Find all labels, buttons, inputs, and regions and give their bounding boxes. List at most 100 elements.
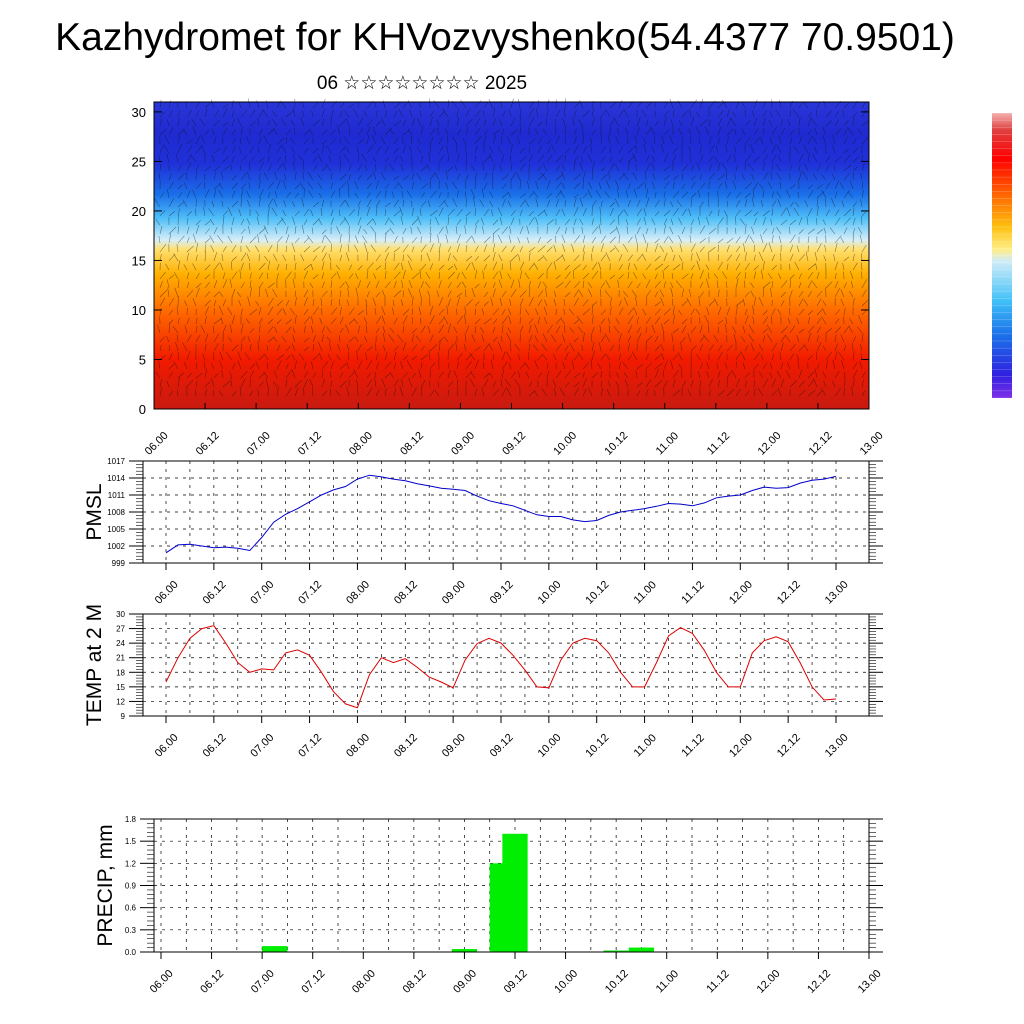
wind-barb [555, 190, 562, 199]
wind-barb [415, 335, 422, 343]
wind-barb [510, 279, 515, 289]
wind-barb [633, 263, 638, 271]
wind-barb [479, 327, 485, 334]
wind-barb [598, 262, 602, 271]
wind-barb [213, 120, 220, 127]
wind-barb [645, 228, 649, 235]
wind-barb [573, 372, 581, 379]
wind-barb [582, 280, 585, 289]
wind-barb [482, 361, 485, 370]
wind-barb [807, 236, 810, 244]
wind-barb [560, 318, 566, 325]
wind-barb [753, 211, 759, 217]
wind-barb [771, 342, 778, 352]
wind-barb [365, 324, 368, 334]
wind-barb [636, 317, 639, 325]
wind-barb [499, 118, 503, 127]
wind-barb [204, 306, 210, 316]
wind-barb [762, 110, 767, 118]
wind-barb [401, 190, 404, 199]
wind-barb [266, 272, 269, 280]
wind-barb [798, 380, 805, 388]
wind-barb [447, 389, 449, 397]
wind-barb [366, 118, 374, 127]
wind-barb [573, 354, 580, 361]
wind-barb [347, 287, 350, 298]
wind-barb [375, 388, 380, 397]
wind-barb [861, 181, 864, 190]
wind-barb [699, 291, 704, 298]
wind-barb [488, 99, 494, 109]
wind-barb [843, 190, 850, 199]
wind-barb [672, 354, 678, 361]
wind-barb [384, 110, 388, 118]
wind-barb [600, 200, 603, 208]
wind-barb [582, 378, 587, 388]
wind-barb [608, 170, 611, 181]
wind-barb [645, 335, 653, 343]
wind-barb [312, 246, 321, 253]
wind-barb [843, 148, 849, 154]
wind-barb [534, 324, 539, 334]
wind-barb [777, 309, 782, 316]
wind-barb [816, 317, 822, 325]
wind-barb [758, 251, 764, 262]
wind-barb [645, 197, 650, 208]
wind-barb [537, 354, 543, 361]
wind-barb [357, 138, 365, 145]
wind-barb [204, 333, 209, 343]
wind-barb [609, 306, 612, 316]
wind-barb [446, 305, 449, 316]
wind-barb [294, 296, 297, 307]
wind-barb [164, 134, 170, 145]
wind-barb [438, 337, 444, 343]
wind-barb [285, 345, 291, 352]
wind-barb [654, 362, 663, 370]
wind-barb [375, 361, 380, 370]
wind-barb [446, 145, 449, 154]
wind-barb [257, 117, 260, 127]
y-tick-label: 1008 [107, 508, 125, 517]
wind-barb [778, 273, 782, 280]
wind-barb [294, 210, 300, 217]
wind-barb [291, 368, 296, 379]
wind-barb [483, 343, 490, 352]
wind-barb [312, 255, 318, 262]
wind-barb [681, 325, 687, 334]
wind-barb [411, 296, 414, 307]
wind-barb [564, 98, 566, 109]
wind-barb [402, 102, 407, 109]
wind-barb [861, 119, 870, 127]
wind-barb [176, 305, 179, 316]
wind-barb [508, 315, 512, 325]
wind-barb [345, 324, 350, 334]
wind-barb [220, 317, 224, 325]
wind-barb [411, 344, 418, 352]
wind-barb [442, 108, 449, 118]
wind-barb [804, 200, 809, 208]
wind-barb [604, 290, 611, 298]
wind-barb [483, 282, 487, 289]
wind-barb [823, 227, 827, 235]
wind-barb [463, 314, 467, 325]
wind-barb [384, 352, 388, 361]
wind-barb [438, 145, 444, 154]
wind-barb [771, 191, 775, 199]
wind-barb [690, 243, 696, 253]
wind-barb [213, 308, 215, 316]
wind-barb [209, 235, 215, 244]
wind-barb [344, 137, 350, 145]
wind-barb [582, 273, 590, 280]
wind-barb [375, 233, 377, 244]
wind-barb [762, 335, 766, 343]
wind-barb [330, 217, 334, 226]
wind-barb [771, 378, 777, 388]
wind-barb [579, 197, 584, 208]
wind-barb [258, 227, 267, 235]
wind-barb [663, 198, 666, 208]
wind-barb [744, 109, 746, 118]
wind-barb [562, 361, 566, 370]
wind-barb [384, 157, 390, 163]
wind-barb [317, 174, 323, 181]
wind-barb [780, 335, 786, 343]
